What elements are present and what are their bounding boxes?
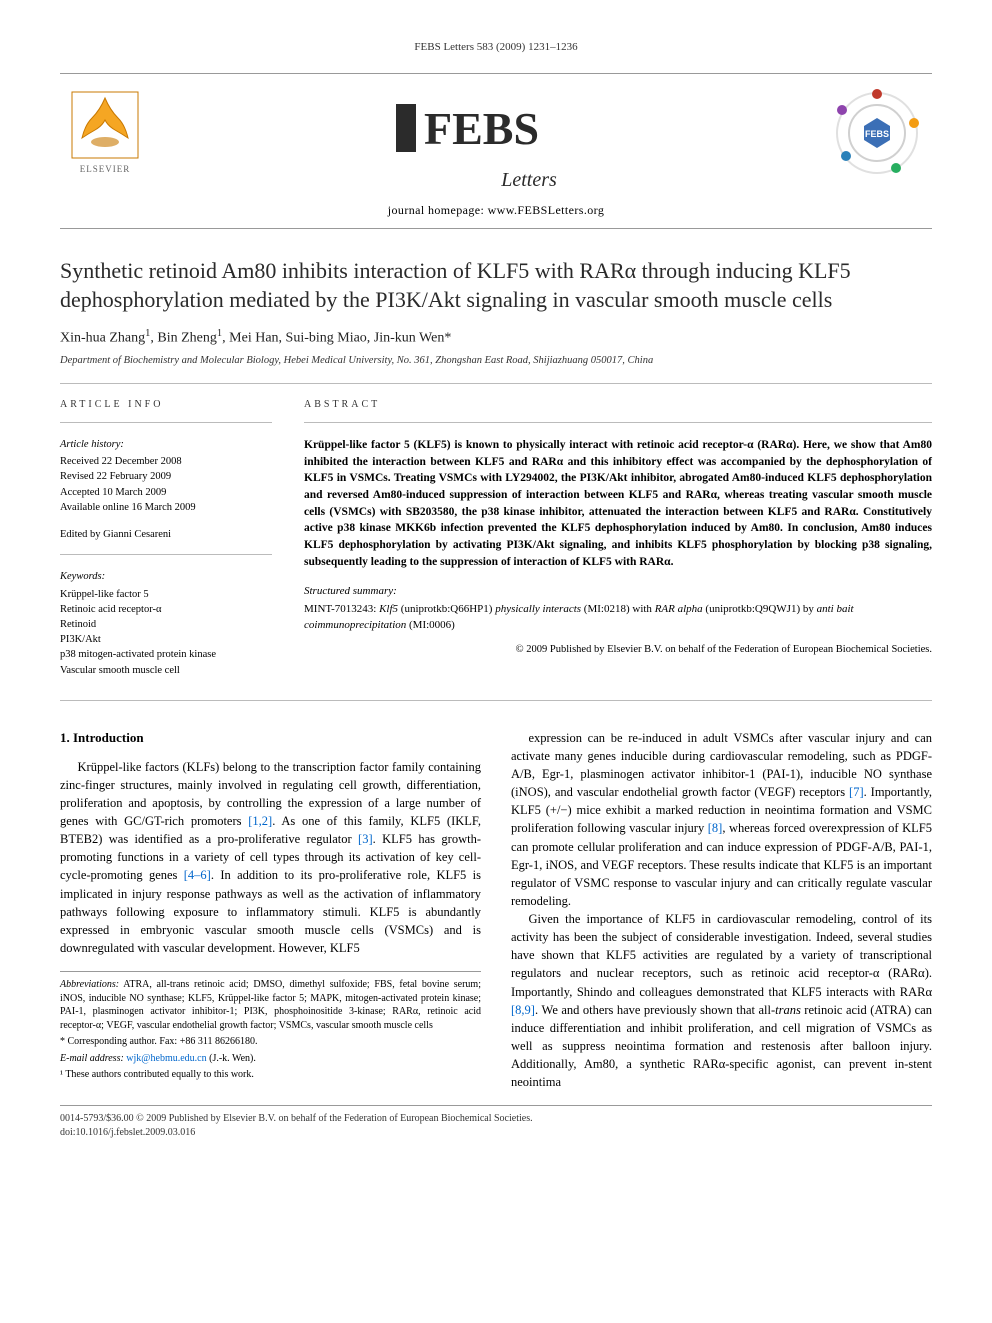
abbrev-label: Abbreviations: (60, 979, 119, 990)
structured-summary-body: MINT-7013243: Klf5 (uniprotkb:Q66HP1) ph… (304, 602, 932, 634)
abbrev-body: ATRA, all-trans retinoic acid; DMSO, dim… (60, 979, 481, 1031)
journal-subtitle: Letters (462, 166, 596, 194)
equal-contribution: ¹ These authors contributed equally to t… (60, 1068, 481, 1082)
structured-summary-label: Structured summary: (304, 584, 932, 600)
email-tail: (J.-k. Wen). (207, 1053, 256, 1064)
history-label: Article history: (60, 437, 272, 452)
section-heading-introduction: 1. Introduction (60, 729, 481, 748)
keyword: Retinoic acid receptor-α (60, 602, 272, 617)
journal-homepage: journal homepage: www.FEBSLetters.org (60, 202, 932, 219)
elsevier-logo: ELSEVIER (70, 90, 140, 175)
authors-line: Xin-hua Zhang1, Bin Zheng1, Mei Han, Sui… (60, 327, 932, 348)
keyword: Retinoid (60, 617, 272, 632)
divider (60, 383, 932, 384)
paper-title: Synthetic retinoid Am80 inhibits interac… (60, 257, 932, 314)
history-line: Available online 16 March 2009 (60, 500, 272, 515)
body-columns: 1. Introduction Krüppel-like factors (KL… (60, 729, 932, 1092)
footer-issn-copyright: 0014-5793/$36.00 © 2009 Published by Els… (60, 1112, 932, 1126)
svg-text:FEBS: FEBS (865, 129, 889, 139)
history-line: Revised 22 February 2009 (60, 469, 272, 484)
body-paragraph: expression can be re-induced in adult VS… (511, 729, 932, 910)
body-paragraph: Krüppel-like factors (KLFs) belong to th… (60, 758, 481, 957)
article-info-heading: article info (60, 398, 272, 413)
elsevier-text: ELSEVIER (80, 164, 131, 174)
keyword: PI3K/Akt (60, 632, 272, 647)
email-link[interactable]: wjk@hebmu.edu.cn (126, 1053, 206, 1064)
header-citation: FEBS Letters 583 (2009) 1231–1236 (60, 40, 932, 55)
footnotes-block: Abbreviations: ATRA, all-trans retinoic … (60, 971, 481, 1082)
footer-bar: 0014-5793/$36.00 © 2009 Published by Els… (60, 1105, 932, 1140)
febs-badge-icon: FEBS (832, 88, 922, 178)
journal-wordmark: FEBS Letters (396, 96, 596, 193)
affiliation: Department of Biochemistry and Molecular… (60, 354, 932, 369)
abstract-body: Krüppel-like factor 5 (KLF5) is known to… (304, 437, 932, 570)
masthead: ELSEVIER FEBS Letters journal homepage: … (60, 73, 932, 229)
abstract-column: abstract Krüppel-like factor 5 (KLF5) is… (304, 398, 932, 690)
divider (60, 700, 932, 701)
keyword: Vascular smooth muscle cell (60, 663, 272, 678)
footer-doi: doi:10.1016/j.febslet.2009.03.016 (60, 1126, 932, 1140)
article-info-column: article info Article history: Received 2… (60, 398, 272, 690)
keyword: p38 mitogen-activated protein kinase (60, 647, 272, 662)
history-line: Accepted 10 March 2009 (60, 485, 272, 500)
abstract-copyright: © 2009 Published by Elsevier B.V. on beh… (304, 642, 932, 657)
abstract-heading: abstract (304, 398, 932, 413)
keywords-label: Keywords: (60, 569, 272, 584)
keyword: Krüppel-like factor 5 (60, 587, 272, 602)
history-line: Received 22 December 2008 (60, 454, 272, 469)
corresponding-author: * Corresponding author. Fax: +86 311 862… (60, 1035, 481, 1049)
edited-by: Edited by Gianni Cesareni (60, 527, 272, 542)
body-paragraph: Given the importance of KLF5 in cardiova… (511, 910, 932, 1091)
svg-text:FEBS: FEBS (424, 103, 539, 154)
email-label: E-mail address: (60, 1053, 124, 1064)
